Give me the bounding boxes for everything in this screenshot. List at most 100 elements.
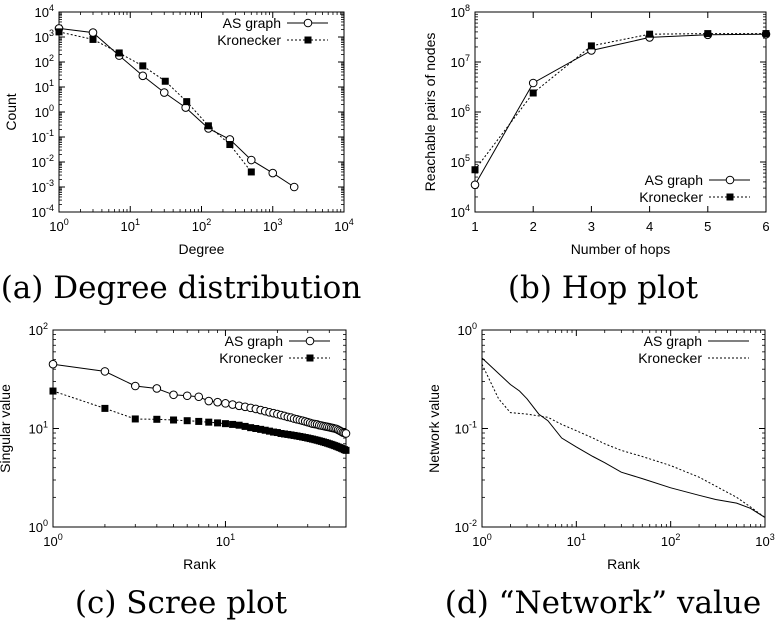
data-point-square (131, 415, 139, 423)
y-axis-label: Reachable pairs of nodes (422, 33, 438, 192)
data-point-square (247, 168, 255, 176)
data-point-circle (194, 392, 204, 402)
x-tick-label: 2 (530, 219, 537, 234)
data-point-square (529, 89, 537, 97)
data-point-square (183, 417, 191, 425)
y-tick-label: 101 (29, 420, 48, 437)
data-point-square (101, 404, 109, 412)
data-point-square (762, 30, 770, 38)
x-axis-label: Rank (607, 556, 641, 572)
data-point-circle (268, 168, 278, 178)
x-tick-label: 4 (646, 219, 653, 234)
data-point-circle (48, 359, 58, 369)
y-tick-label: 105 (451, 153, 470, 170)
data-point-circle (88, 28, 98, 37)
x-tick-label: 100 (472, 532, 491, 549)
data-point-circle (289, 182, 299, 192)
data-point-circle (247, 155, 256, 165)
plot-frame (58, 11, 345, 213)
data-point-square (342, 446, 350, 454)
legend-label: Kronecker (638, 350, 702, 366)
series-line-as-graph (481, 357, 766, 518)
y-tick-label: 10-4 (32, 203, 54, 220)
data-point-square (214, 419, 222, 427)
y-tick-label: 103 (35, 28, 54, 45)
data-point-square (170, 416, 178, 424)
data-point-square (257, 425, 265, 433)
data-point-square (252, 425, 260, 432)
chart-panel-b: 1 2 3 4 5 6 104 105 106 107 108 Number of hops Reach… (422, 3, 771, 306)
legend-marker-square (304, 36, 312, 44)
y-tick-label: 102 (35, 53, 54, 70)
chart-panel-a: 100 101 102 103 104 10-4 10-3 10-2 10-1 100 101 102… (1, 3, 362, 306)
data-point-circle (470, 180, 480, 190)
series-line-as-graph (474, 33, 767, 186)
data-point-square (261, 426, 269, 434)
x-axis-label: Degree (179, 241, 225, 257)
series-line-kronecker (474, 33, 766, 171)
y-tick-label: 10-3 (32, 178, 54, 195)
x-axis-label: Number of hops (571, 241, 671, 257)
data-point-square (226, 141, 234, 149)
data-point-square (235, 421, 243, 429)
data-point-square (241, 422, 249, 430)
y-axis-label: Count (3, 93, 19, 130)
y-tick-label: 100 (458, 321, 477, 338)
data-point-square (139, 62, 147, 70)
chart-panel-d: 100 101 102 103 10-2 10-1 100 Rank Network value… (426, 321, 775, 621)
data-point-circle (204, 396, 214, 406)
x-tick-label: 6 (762, 219, 769, 234)
x-tick-label: 100 (49, 217, 68, 234)
legend-marker-circle (725, 175, 735, 185)
panel-caption: (a) Degree distribution (1, 270, 362, 306)
legend-marker-circle (305, 336, 315, 346)
legend-marker-circle (303, 18, 313, 28)
data-point-square (273, 429, 281, 437)
y-tick-label: 100 (35, 103, 54, 120)
data-point-square (195, 417, 203, 425)
data-point-circle (130, 381, 140, 391)
data-point-square (49, 387, 57, 395)
data-point-square (55, 28, 63, 36)
x-tick-label: 104 (334, 217, 353, 234)
x-tick-label: 3 (588, 219, 595, 234)
data-point-square (247, 424, 255, 432)
data-point-square (265, 427, 273, 435)
data-point-square (587, 42, 595, 50)
y-tick-label: 10-1 (455, 420, 477, 437)
series-line-as-graph (58, 27, 295, 188)
data-point-circle (213, 397, 222, 407)
y-tick-label: 106 (451, 103, 470, 120)
y-axis-label: Network value (426, 384, 442, 473)
data-point-circle (138, 71, 148, 81)
data-point-circle (152, 384, 162, 393)
y-tick-label: 104 (35, 3, 54, 20)
y-axis-label: Singular value (0, 384, 13, 473)
legend-label: AS graph (644, 333, 702, 349)
x-tick-label: 100 (43, 532, 62, 549)
x-tick-label: 101 (216, 532, 235, 549)
plot-frame (481, 329, 766, 528)
data-point-circle (159, 88, 169, 97)
x-tick-label: 102 (192, 217, 211, 234)
data-point-square (183, 98, 191, 106)
y-tick-label: 108 (451, 3, 470, 20)
data-point-circle (169, 390, 178, 400)
data-point-circle (341, 429, 351, 438)
data-point-square (153, 415, 161, 423)
legend-label: AS graph (645, 172, 703, 188)
y-tick-label: 10-2 (455, 518, 477, 535)
data-point-square (204, 122, 212, 130)
data-point-square (89, 35, 97, 43)
data-point-circle (182, 391, 192, 401)
x-tick-label: 102 (661, 532, 680, 549)
data-point-square (221, 420, 229, 428)
data-point-circle (221, 399, 230, 408)
legend-marker-square (306, 354, 314, 362)
panel-caption: (b) Hop plot (508, 270, 699, 306)
plot-frame (52, 329, 347, 528)
data-point-square (229, 420, 237, 428)
y-tick-label: 101 (35, 78, 54, 95)
legend-marker-square (726, 193, 734, 201)
